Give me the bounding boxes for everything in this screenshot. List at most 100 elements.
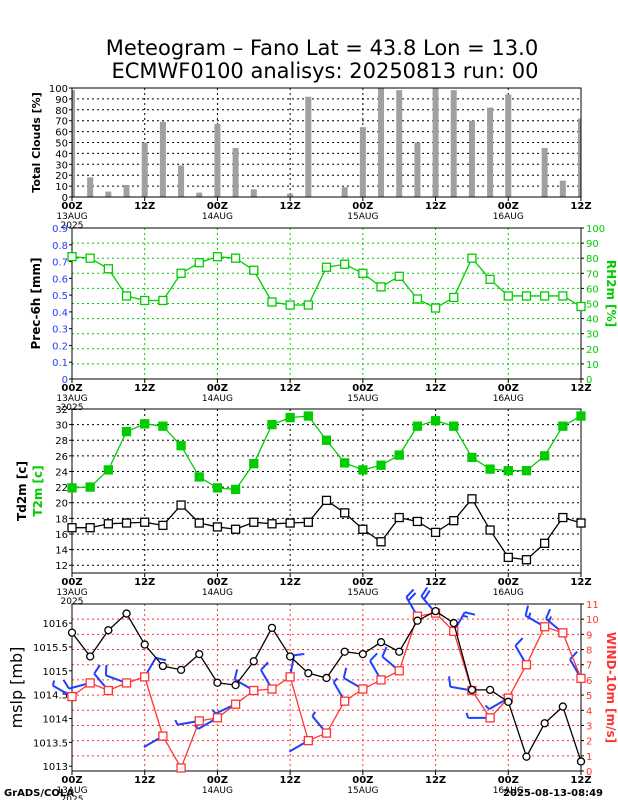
y-axis-title: Total Clouds [%] (30, 92, 43, 192)
x-date-label: 16AUG (493, 588, 524, 598)
td2m-point (121, 518, 132, 528)
y-tick-label: 100 (49, 84, 68, 95)
t2m-point (449, 421, 459, 431)
t2m-point (394, 450, 404, 460)
wind-barb-feather (381, 646, 388, 658)
wind-barb-feather (174, 719, 179, 726)
y-tick-label: 28 (55, 436, 68, 447)
x-tick-label: 00Z (61, 577, 82, 588)
td2m-point (267, 519, 277, 529)
t2m-point (467, 452, 477, 463)
y-tick-label: 30 (55, 421, 68, 432)
rh-point (321, 262, 332, 272)
cloud-bar (214, 123, 221, 197)
x-date-label: 15AUG (347, 588, 378, 598)
wind-barb-feather (233, 669, 239, 680)
td2m-point (558, 512, 568, 523)
x-tick-label: 12Z (425, 201, 446, 212)
footer-left-label: GrADS/COLA (4, 788, 74, 799)
wind-point (358, 684, 368, 694)
mslp-series-line (71, 610, 582, 762)
wind-barb-feather (462, 614, 469, 618)
rh-point (194, 258, 204, 268)
mslp-point (395, 647, 404, 656)
cloud-bar (541, 147, 548, 197)
t2m-point (67, 483, 77, 493)
td2m-point (521, 555, 532, 565)
wind-barb-feather (528, 612, 532, 619)
mslp-point (467, 685, 477, 695)
y2-tick-label: 7 (586, 661, 592, 672)
mslp-point (158, 661, 168, 671)
rh-point (358, 268, 368, 278)
y2-tick-label: 5 (586, 691, 592, 702)
td2m-point (376, 537, 386, 547)
x-tick-label: 12Z (425, 383, 446, 394)
y-tick-label: 70 (55, 117, 68, 128)
y-tick-label: 0.3 (52, 325, 68, 336)
x-tick-label: 00Z (207, 577, 228, 588)
rh-point (67, 252, 77, 262)
x-tick-label: 00Z (352, 201, 373, 212)
t2m-point (576, 411, 586, 421)
wind-point (194, 716, 204, 726)
mslp-point (522, 752, 531, 761)
wind-barb-feather (155, 656, 167, 662)
y-axis-title-2: T2m [c] (31, 465, 45, 516)
wind-point (340, 696, 350, 706)
wind-point (449, 626, 459, 636)
cloud-bar (432, 88, 439, 197)
t2m-point (176, 441, 186, 451)
t2m-point (85, 482, 95, 492)
td2m-point (340, 508, 350, 518)
x-date-label: 13AUG (56, 394, 87, 404)
td2m-point (103, 519, 114, 529)
wind-barb-feather (420, 586, 428, 597)
precip-rh-panel: 0 0.1 0.2 0.3 0.4 0.5 0.6 0.7 0.8 0.9 0 10 20 30 40 50 6… (29, 224, 618, 413)
y2-tick-label: 90 (586, 239, 599, 250)
y-tick-label: 32 (55, 405, 68, 416)
wind-barb-feather (514, 637, 524, 647)
x-date-label: 13AUG (56, 588, 87, 598)
td2m-point (412, 516, 423, 527)
pressure-wind-panel: 1013 1013.5 1014 1014.5 1015 1015.5 1016 0 1 2 3 4 5… (7, 586, 618, 800)
y-tick-label: 12 (55, 561, 68, 572)
x-date-label: 15AUG (347, 786, 378, 796)
y-tick-label: 20 (55, 171, 68, 182)
x-date-label: 16AUG (493, 212, 524, 222)
mslp-point (231, 680, 240, 690)
t2m-point (303, 411, 313, 421)
td2m-point (539, 538, 550, 548)
cloud-bar (105, 191, 112, 197)
y2-tick-label: 70 (586, 269, 599, 280)
y-tick-label: 1015.5 (33, 643, 68, 654)
y-tick-label: 22 (55, 483, 68, 494)
x-tick-label: 00Z (207, 383, 228, 394)
td2m-point (285, 518, 295, 528)
chart-title-line1: Meteogram – Fano Lat = 43.8 Lon = 13.0 (106, 36, 538, 60)
wind-barb-feather (465, 712, 470, 719)
x-tick-label: 00Z (207, 775, 228, 786)
x-tick-label: 12Z (280, 201, 301, 212)
wind-barb-feather (545, 608, 552, 620)
wind-barb-feather (369, 652, 378, 662)
mslp-point (504, 697, 513, 706)
wind-barb-feather (484, 704, 490, 710)
x-tick-label: 00Z (498, 775, 519, 786)
t2m-point (558, 421, 568, 431)
td2m-point (140, 517, 150, 527)
wind-point (558, 628, 568, 638)
mslp-point (249, 657, 258, 666)
x-date-label: 14AUG (202, 212, 233, 222)
x-tick-label: 00Z (207, 201, 228, 212)
y-tick-label: 1016 (43, 619, 68, 630)
t2m-point (321, 435, 332, 445)
wind-barb-feather (332, 677, 338, 683)
td2m-point (449, 516, 459, 526)
wind-barb-feather (93, 664, 101, 675)
cloud-bar (123, 185, 130, 197)
t2m-point (158, 421, 168, 431)
wind-point (121, 678, 132, 688)
wind-barb-feather (548, 616, 553, 622)
